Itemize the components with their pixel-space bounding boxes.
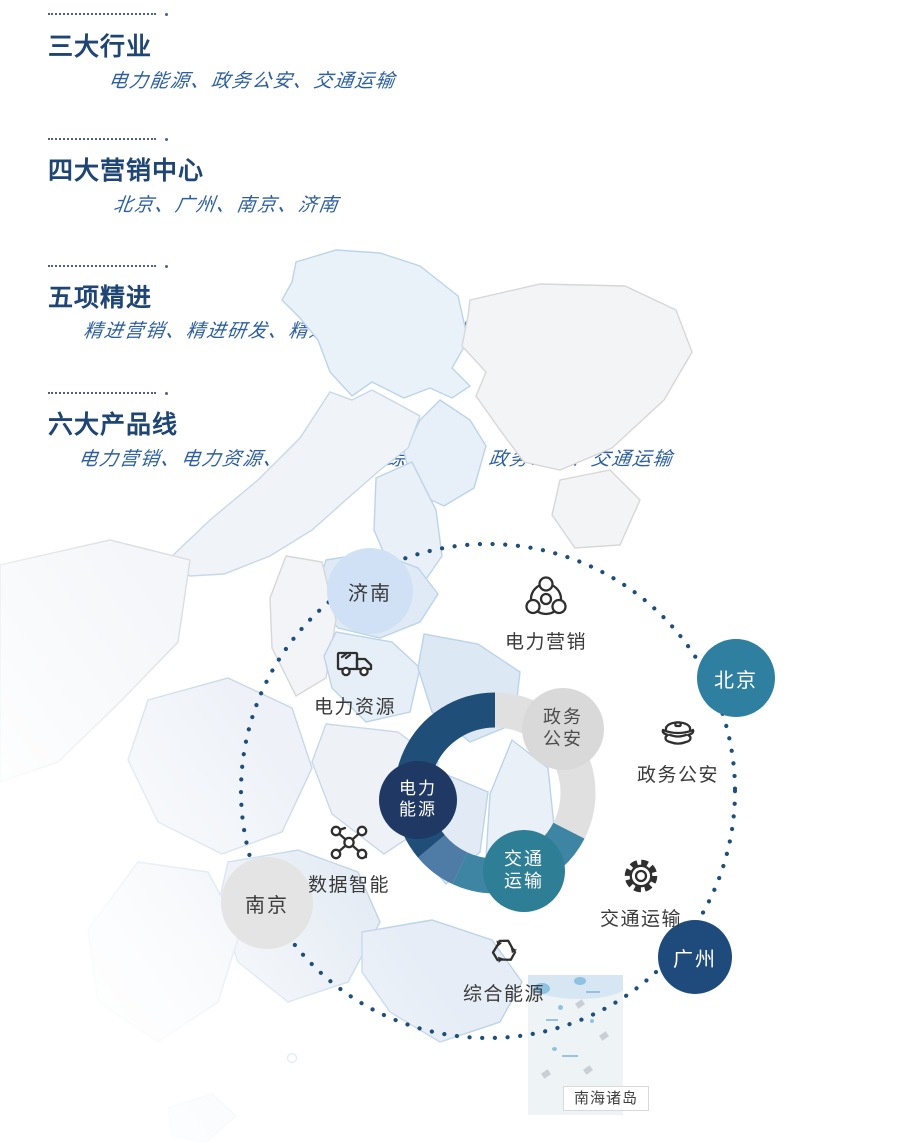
industry-label-line: 运输 (504, 871, 544, 892)
city-label: 广州 (673, 946, 717, 971)
city-bubble-guangzhou: 广州 (658, 920, 732, 994)
product-line-integrated-energy: 综合能源 (434, 928, 574, 1006)
inset-island (558, 1005, 563, 1010)
inset-tiny-label (562, 1055, 578, 1057)
section-title: 四大营销中心 (48, 156, 205, 185)
product-line-gov-security: 政务公安 (608, 709, 748, 787)
industry-label-line: 政务 (543, 707, 583, 729)
product-line-power-resources: 电力资源 (285, 641, 425, 719)
inset-island (534, 983, 550, 994)
inset-tiny-label (546, 1019, 558, 1021)
section-title: 三大行业 (48, 32, 153, 61)
product-line-data-intelligence: 数据智能 (279, 819, 419, 897)
inset-island (552, 1047, 557, 1051)
industry-label-line: 交通 (504, 849, 544, 871)
product-line-label: 电力营销 (504, 631, 587, 653)
recycle-icon (491, 939, 517, 963)
inset-map-label: 南海诸岛 (563, 1086, 649, 1111)
dotted-rule (48, 13, 168, 18)
dotted-rule (48, 392, 168, 397)
donut-segment-transport-steel (418, 834, 468, 885)
section-title: 六大产品线 (48, 410, 179, 439)
gear-icon (624, 859, 658, 893)
product-line-power-marketing: 电力营销 (476, 576, 616, 654)
map-province (461, 283, 693, 471)
industry-bubble-power-energy: 电力 能源 (379, 761, 457, 839)
city-bubble-jinan: 济南 (327, 548, 413, 634)
product-line-label: 数据智能 (307, 874, 390, 896)
section-title: 五项精进 (48, 283, 153, 312)
network-icon (330, 825, 368, 860)
product-line-label: 交通运输 (599, 908, 682, 930)
dotted-rule (48, 138, 168, 143)
industry-bubble-gov-security: 政务 公安 (522, 688, 604, 770)
industry-label-line: 电力 (399, 779, 437, 800)
product-line-label: 政务公安 (636, 764, 719, 786)
industry-label-line: 公安 (543, 729, 583, 750)
city-bubble-beijing: 北京 (697, 639, 775, 717)
team-icon (525, 576, 567, 616)
dotted-rule (48, 265, 168, 270)
product-line-transportation: 交通运输 (571, 853, 711, 931)
map-province (281, 249, 472, 399)
map-province (551, 469, 641, 549)
industry-bubble-transportation: 交通 运输 (483, 830, 565, 912)
police-cap-icon (661, 721, 695, 745)
inset-island (590, 1019, 594, 1023)
inset-island (574, 977, 586, 985)
product-line-label: 电力资源 (313, 696, 396, 718)
city-bubble-nanjing: 南京 (221, 857, 313, 949)
product-line-label: 综合能源 (462, 983, 545, 1005)
city-label: 北京 (714, 667, 758, 692)
truck-icon (336, 651, 373, 677)
industry-label-line: 能源 (399, 800, 437, 820)
inset-tiny-label (586, 991, 600, 993)
city-label: 济南 (348, 580, 392, 605)
city-label: 南京 (245, 892, 289, 917)
